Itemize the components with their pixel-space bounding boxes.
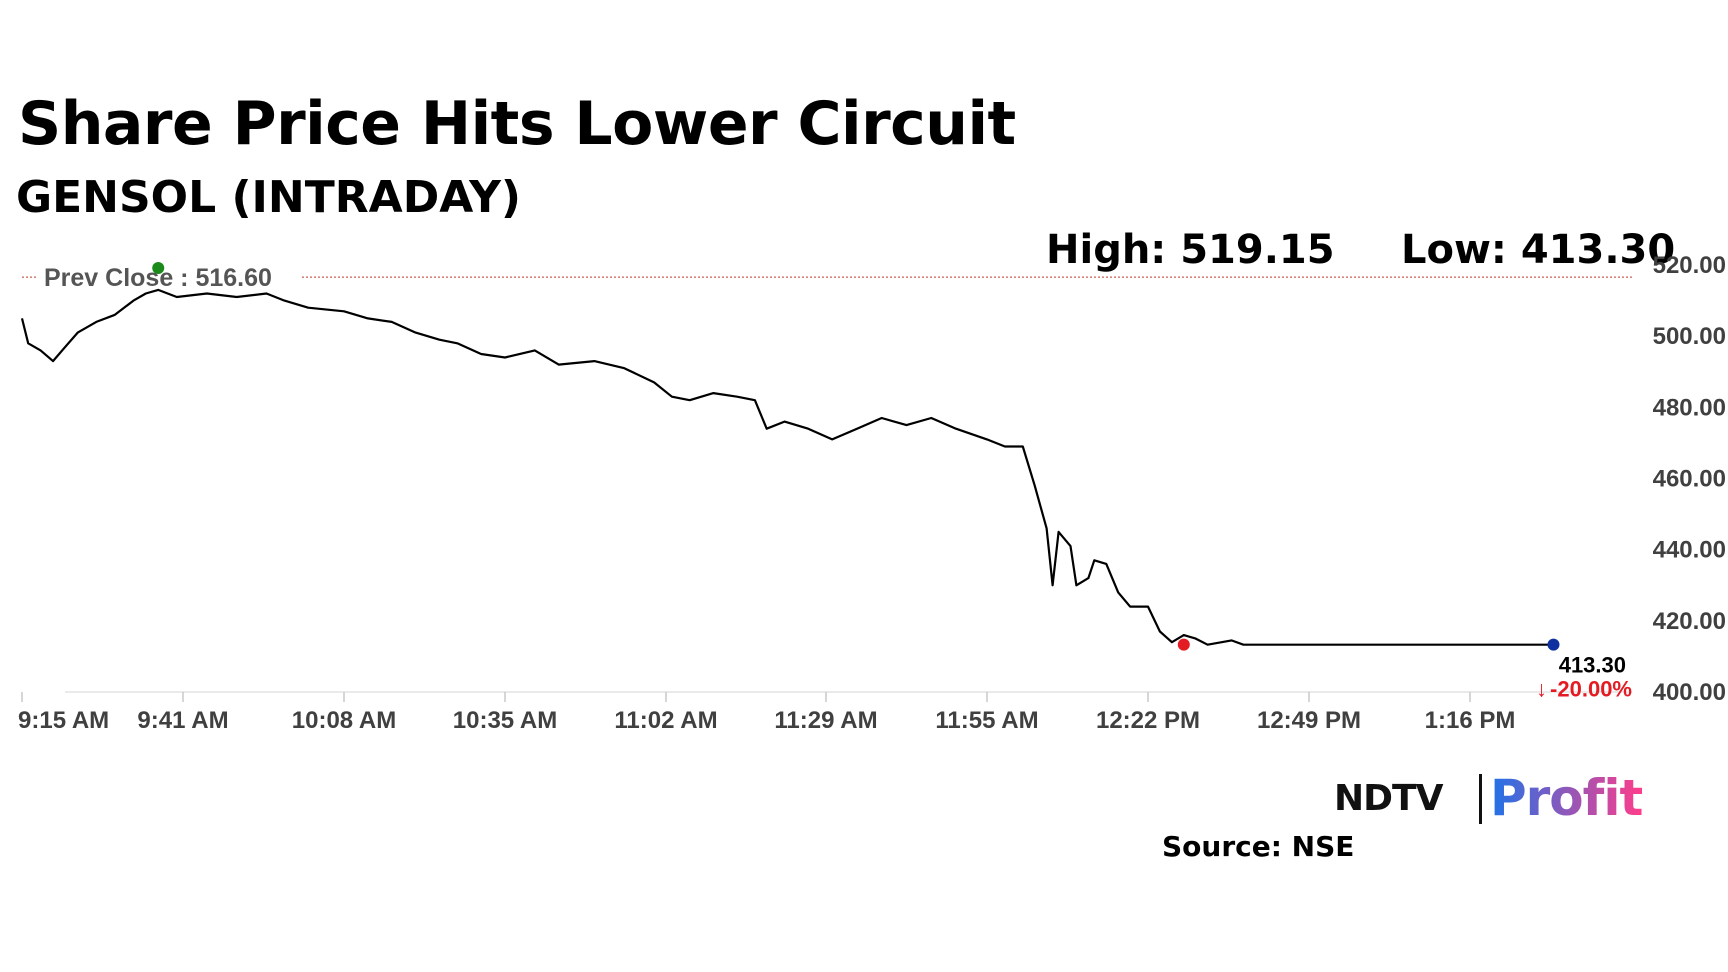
y-tick-label: 500.00 (1653, 323, 1726, 350)
y-axis-ticks: 400.00 420.00 440.00 460.00 480.00 500.00 520.… (1653, 252, 1726, 706)
high-stat: High: 519.15 (1046, 227, 1335, 273)
x-tick-label: 11:55 AM (935, 707, 1038, 734)
x-tick-label: 1:16 PM (1425, 707, 1516, 734)
high-marker (152, 262, 165, 275)
source-note: Source: NSE (1162, 830, 1355, 863)
x-tick-label: 10:08 AM (292, 707, 396, 734)
change-percent-label: -20.00% (1550, 677, 1632, 702)
last-price-marker (1547, 638, 1560, 651)
y-tick-label: 520.00 (1653, 252, 1726, 279)
x-tick-label: 12:49 PM (1257, 707, 1361, 734)
chart-title: Share Price Hits Lower Circuit (18, 89, 1016, 159)
low-marker (1177, 638, 1190, 651)
price-line (20, 288, 1554, 646)
x-tick-label: 12:22 PM (1096, 707, 1200, 734)
profit-logo-text: Profit (1490, 769, 1643, 827)
y-tick-label: 480.00 (1653, 394, 1726, 421)
prev-close-label-bg (38, 261, 300, 292)
y-tick-label: 420.00 (1653, 608, 1726, 635)
last-price-label: 413.30 (1559, 653, 1626, 678)
low-stat: Low: 413.30 (1401, 227, 1676, 273)
ndtv-logo-text: NDTV (1334, 778, 1443, 819)
y-tick-label: 440.00 (1653, 537, 1726, 564)
x-tick-label: 11:02 AM (614, 707, 717, 734)
x-tick-label: 10:35 AM (453, 707, 557, 734)
y-tick-label: 460.00 (1653, 466, 1726, 493)
x-axis-ticks: 9:15 AM 9:41 AM 10:08 AM 10:35 AM 11:02 AM 11… (18, 692, 1515, 734)
x-tick-label: 9:15 AM (18, 707, 109, 734)
y-tick-label: 400.00 (1653, 679, 1726, 706)
chart-subtitle: GENSOL (INTRADAY) (16, 172, 522, 223)
logo-divider (1479, 774, 1482, 824)
down-arrow-icon: ↓ (1536, 677, 1547, 702)
x-tick-label: 11:29 AM (774, 707, 877, 734)
x-tick-label: 9:41 AM (137, 707, 228, 734)
